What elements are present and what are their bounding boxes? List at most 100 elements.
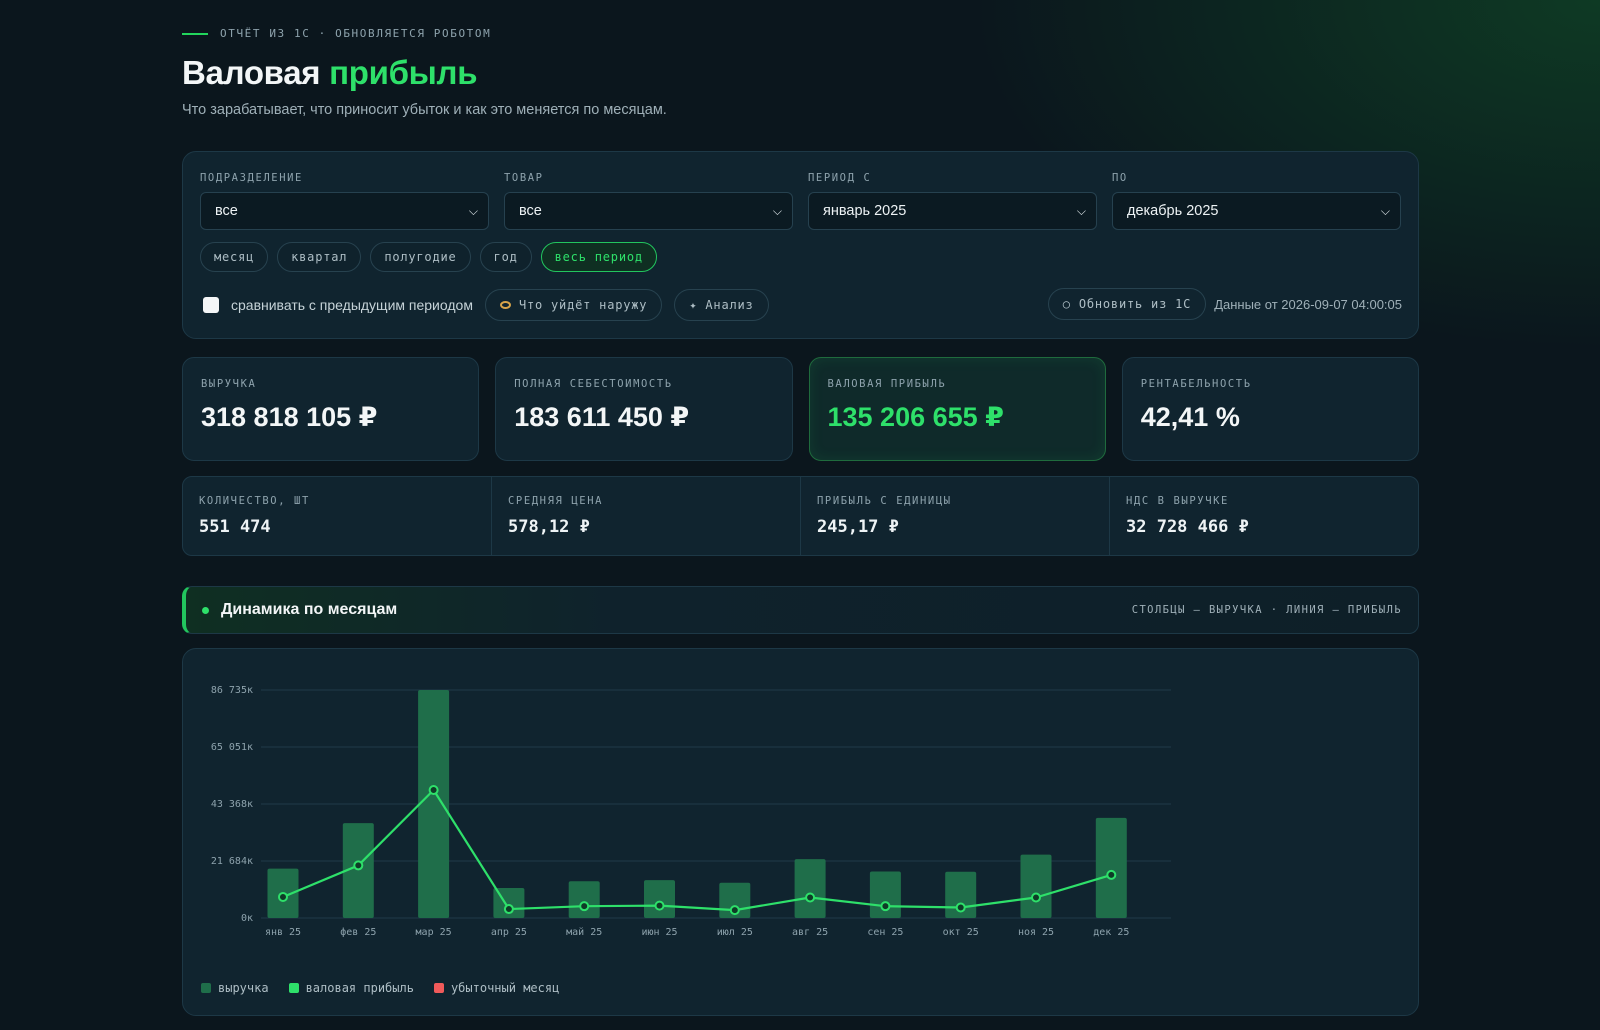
chevron-down-icon: ⌵ — [772, 203, 782, 218]
x-tick-label: июл 25 — [717, 927, 753, 938]
kpi-label: РЕНТАБЕЛЬНОСТЬ — [1140, 378, 1252, 390]
x-tick-label: мар 25 — [416, 927, 452, 938]
kicker-line — [182, 32, 208, 35]
compare-row: сравнивать с предыдущим периодом Что уйд… — [203, 289, 769, 321]
profit-point — [353, 860, 364, 871]
pill-whole-period[interactable]: весь период — [540, 242, 657, 272]
section-title: Динамика по месяцам — [202, 601, 397, 619]
chevron-down-icon: ⌵ — [1380, 203, 1390, 218]
chevron-down-icon: ⌵ — [1076, 203, 1086, 218]
compare-label: сравнивать с предыдущим периодом — [231, 297, 473, 313]
profit-point — [428, 784, 439, 795]
pill-month[interactable]: месяц — [200, 242, 269, 272]
profit-point — [1031, 892, 1041, 903]
stat-label: ПРИБЫЛЬ С ЕДИНИЦЫ — [817, 495, 952, 507]
chevron-down-icon: ⌵ — [468, 203, 478, 218]
leak-button-label: Что уйдёт наружу — [518, 298, 648, 312]
revenue-bar — [794, 859, 826, 918]
stats-strip: КОЛИЧЕСТВО, ШТ 551 474 СРЕДНЯЯ ЦЕНА 578,… — [182, 476, 1419, 556]
x-tick-label: окт 25 — [943, 927, 979, 938]
monthly-chart: 0к 21 684к 43 368к 65 051к 86 735к янв 25 фев … — [211, 685, 1171, 938]
kpi-margin: РЕНТАБЕЛЬНОСТЬ 42,41 % — [1121, 357, 1419, 461]
eye-icon — [499, 301, 511, 309]
legend-swatch — [288, 983, 299, 993]
y-tick-label: 65 051к — [211, 742, 253, 753]
stat-label: СРЕДНЯЯ ЦЕНА — [508, 495, 604, 507]
stat-value: 578,12 ₽ — [508, 517, 590, 537]
y-tick-label: 86 735к — [211, 685, 253, 696]
kpi-value: 318 818 105 ₽ — [201, 402, 378, 432]
period-to-select[interactable]: декабрь 2025 ⌵ — [1112, 192, 1401, 230]
kpi-value: 183 611 450 ₽ — [514, 402, 690, 432]
revenue-bar — [1095, 817, 1127, 918]
division-value: все — [215, 203, 238, 219]
refresh-button[interactable]: ○ Обновить из 1С — [1047, 288, 1207, 320]
refresh-button-label: ○ Обновить из 1С — [1062, 297, 1192, 311]
legend-swatch — [433, 983, 444, 993]
profit-line — [282, 788, 1112, 912]
period-from-label: ПЕРИОД С — [808, 172, 872, 184]
period-to-label: ПО — [1112, 172, 1128, 184]
revenue-bar — [418, 690, 450, 918]
legend-label: валовая прибыль — [305, 981, 414, 995]
legend-label: убыточный месяц — [450, 981, 560, 995]
dynamics-section-header: Динамика по месяцам СТОЛБЦЫ — ВЫРУЧКА · … — [182, 586, 1419, 634]
kpi-label: ВЫРУЧКА — [201, 378, 257, 390]
profit-point — [880, 901, 891, 912]
title-main: Валовая — [182, 54, 321, 91]
x-tick-label: май 25 — [566, 926, 602, 938]
kpi-value: 135 206 655 ₽ — [827, 402, 1004, 432]
x-tick-label: сен 25 — [867, 927, 903, 938]
data-timestamp: Данные от 2026-09-07 04:00:05 — [1214, 296, 1402, 312]
kpi-gross-profit: ВАЛОВАЯ ПРИБЫЛЬ 135 206 655 ₽ — [808, 357, 1106, 461]
page-subtitle: Что зарабатывает, что приносит убыток и … — [182, 102, 667, 118]
x-tick-label: авг 25 — [792, 927, 828, 938]
title-accent: прибыль — [329, 54, 478, 91]
revenue-bar — [644, 880, 675, 918]
product-select[interactable]: все ⌵ — [504, 192, 793, 230]
y-tick-label: 0к — [241, 913, 253, 924]
kpi-label: ВАЛОВАЯ ПРИБЫЛЬ — [827, 378, 947, 390]
stat-vat: НДС В ВЫРУЧКЕ 32 728 466 ₽ — [1110, 477, 1418, 555]
period-to-value: декабрь 2025 — [1127, 203, 1219, 219]
pill-year[interactable]: год — [479, 242, 532, 272]
stat-value: 551 474 — [199, 517, 271, 537]
stat-avg-price: СРЕДНЯЯ ЦЕНА 578,12 ₽ — [492, 477, 801, 555]
leak-button[interactable]: Что уйдёт наружу — [484, 289, 663, 321]
x-tick-label: апр 25 — [491, 927, 527, 938]
chart-legend: выручка валовая прибыль убыточный месяц — [201, 981, 559, 995]
y-tick-label: 43 368к — [211, 799, 253, 810]
division-label: ПОДРАЗДЕЛЕНИЕ — [200, 172, 303, 184]
kpi-revenue: ВЫРУЧКА 318 818 105 ₽ — [182, 357, 480, 461]
profit-point — [278, 891, 288, 902]
revenue-bar — [1020, 854, 1052, 918]
granularity-pills: месяц квартал полугодие год весь период — [200, 242, 657, 272]
kpi-value: 42,41 % — [1140, 402, 1240, 432]
revenue-bar — [342, 823, 374, 918]
pill-halfyear[interactable]: полугодие — [370, 242, 471, 272]
x-tick-label: янв 25 — [265, 927, 301, 938]
section-dot — [202, 606, 209, 614]
profit-point — [1106, 869, 1117, 880]
page-title: Валовая прибыль — [182, 54, 478, 92]
period-from-select[interactable]: январь 2025 ⌵ — [808, 192, 1097, 230]
division-select[interactable]: все ⌵ — [200, 192, 489, 230]
legend-swatch — [201, 983, 211, 993]
x-tick-label: фев 25 — [340, 926, 376, 938]
compare-checkbox[interactable] — [203, 297, 219, 313]
stat-quantity: КОЛИЧЕСТВО, ШТ 551 474 — [183, 477, 492, 555]
profit-point — [503, 904, 514, 915]
x-tick-label: июн 25 — [641, 927, 677, 938]
refresh-bar: ○ Обновить из 1С Данные от 2026-09-07 04… — [1047, 288, 1402, 320]
filters-panel: ПОДРАЗДЕЛЕНИЕ все ⌵ ТОВАР все ⌵ ПЕРИОД С… — [182, 151, 1419, 339]
stat-label: НДС В ВЫРУЧКЕ — [1126, 495, 1229, 507]
legend-loss-month: убыточный месяц — [433, 981, 560, 995]
profit-point — [579, 901, 590, 912]
analysis-button[interactable]: ✦ Анализ — [674, 289, 769, 321]
profit-point — [729, 905, 740, 916]
kpi-label: ПОЛНАЯ СЕБЕСТОИМОСТЬ — [514, 378, 673, 390]
product-value: все — [519, 203, 542, 219]
kicker-text: ОТЧЁТ ИЗ 1С · ОБНОВЛЯЕТСЯ РОБОТОМ — [220, 27, 492, 40]
section-hint: СТОЛБЦЫ — ВЫРУЧКА · ЛИНИЯ — ПРИБЫЛЬ — [1131, 604, 1402, 616]
pill-quarter[interactable]: квартал — [277, 242, 362, 272]
